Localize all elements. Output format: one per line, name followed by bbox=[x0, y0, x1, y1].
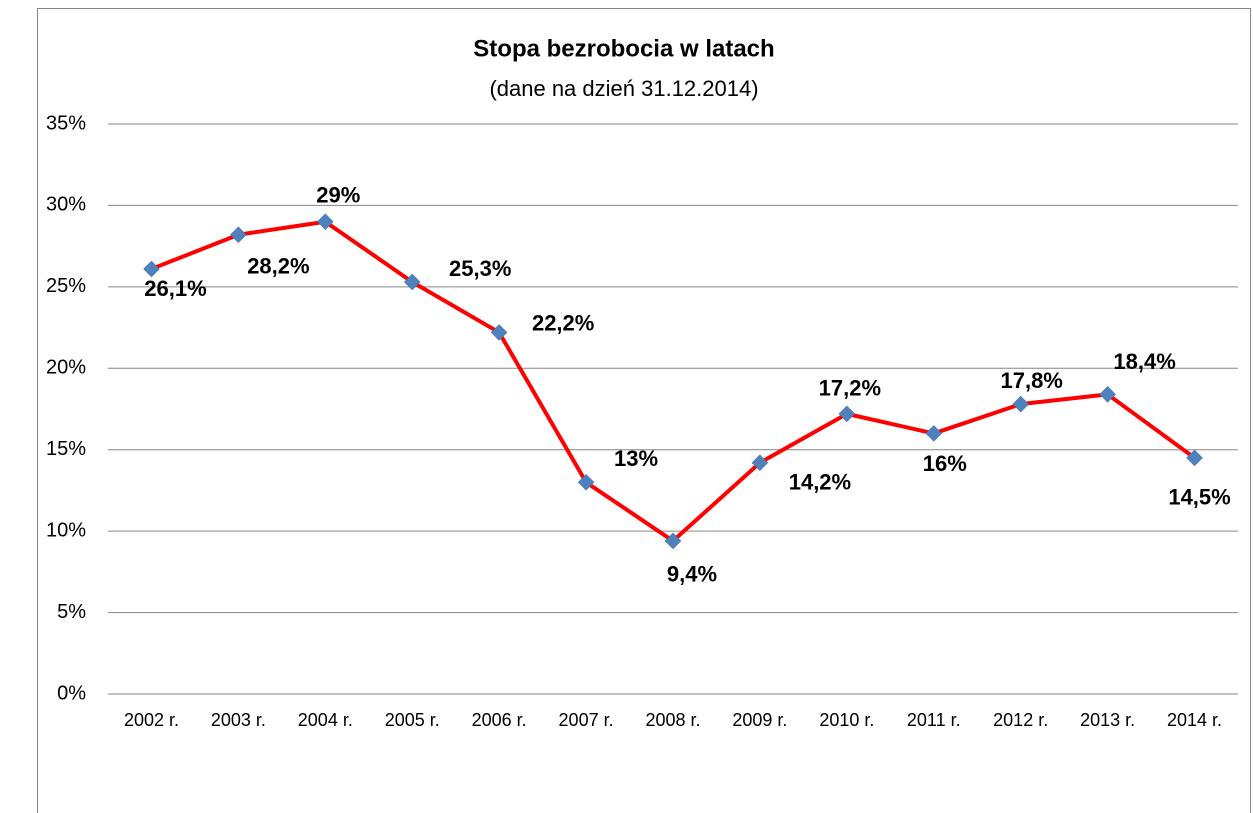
data-label: 18,4% bbox=[1113, 349, 1175, 374]
marker bbox=[925, 425, 943, 442]
marker bbox=[577, 473, 595, 491]
marker bbox=[403, 273, 421, 291]
data-label: 14,5% bbox=[1168, 485, 1230, 510]
data-label: 28,2% bbox=[247, 254, 309, 279]
data-label: 14,2% bbox=[789, 470, 851, 495]
data-label: 22,2% bbox=[532, 310, 594, 335]
chart-frame bbox=[37, 8, 1251, 813]
marker bbox=[490, 324, 508, 341]
marker bbox=[1186, 449, 1203, 467]
marker bbox=[143, 260, 160, 278]
y-tick-label: 0% bbox=[57, 682, 86, 704]
data-label: 26,1% bbox=[144, 276, 206, 301]
x-tick-label: 2014 r. bbox=[1167, 710, 1222, 730]
y-tick-label: 25% bbox=[46, 275, 86, 297]
data-label: 25,3% bbox=[449, 256, 511, 281]
marker bbox=[316, 213, 334, 231]
chart-subtitle: (dane na dzień 31.12.2014) bbox=[489, 76, 758, 101]
x-tick-label: 2003 r. bbox=[211, 710, 266, 730]
data-label: 13% bbox=[614, 446, 658, 471]
y-tick-label: 20% bbox=[46, 357, 86, 379]
data-label: 16% bbox=[923, 451, 967, 476]
marker bbox=[230, 226, 247, 244]
marker bbox=[1012, 395, 1030, 413]
x-tick-label: 2006 r. bbox=[472, 710, 527, 730]
x-tick-label: 2009 r. bbox=[732, 710, 787, 730]
marker bbox=[664, 532, 682, 550]
chart-title: Stopa bezrobocia w latach bbox=[473, 35, 774, 62]
marker bbox=[838, 405, 856, 423]
marker bbox=[1099, 385, 1116, 403]
y-tick-label: 10% bbox=[46, 519, 86, 541]
x-tick-label: 2002 r. bbox=[124, 710, 179, 730]
x-tick-label: 2013 r. bbox=[1080, 710, 1135, 730]
x-tick-label: 2004 r. bbox=[298, 710, 353, 730]
data-label: 17,2% bbox=[819, 376, 881, 401]
data-label: 17,8% bbox=[1000, 368, 1062, 393]
x-tick-label: 2007 r. bbox=[559, 710, 614, 730]
data-label: 29% bbox=[316, 183, 360, 208]
x-tick-label: 2010 r. bbox=[819, 710, 874, 730]
y-tick-label: 5% bbox=[57, 601, 86, 623]
data-label: 9,4% bbox=[667, 562, 717, 587]
x-tick-label: 2005 r. bbox=[385, 710, 440, 730]
x-tick-label: 2008 r. bbox=[645, 710, 700, 730]
x-tick-label: 2011 r. bbox=[907, 710, 961, 730]
y-tick-label: 15% bbox=[46, 438, 86, 460]
x-tick-label: 2012 r. bbox=[993, 710, 1048, 730]
marker bbox=[751, 454, 769, 472]
y-tick-label: 30% bbox=[46, 194, 86, 216]
y-tick-label: 35% bbox=[46, 112, 86, 134]
